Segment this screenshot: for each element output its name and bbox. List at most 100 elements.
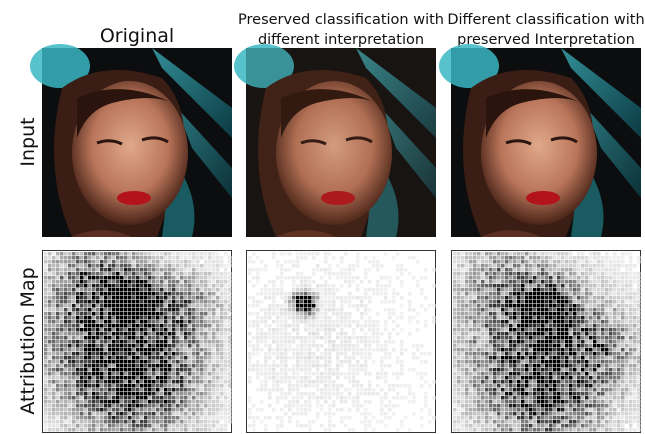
pixel xyxy=(505,268,509,272)
pixel xyxy=(112,312,116,316)
pixel xyxy=(481,352,485,356)
pixel xyxy=(280,284,284,288)
pixel xyxy=(252,352,256,356)
pixel xyxy=(116,408,120,412)
pixel xyxy=(108,420,112,424)
pixel xyxy=(264,384,268,388)
pixel xyxy=(160,348,164,352)
pixel xyxy=(537,388,541,392)
pixel xyxy=(176,332,180,336)
pixel xyxy=(148,360,152,364)
pixel xyxy=(569,280,573,284)
pixel xyxy=(80,408,84,412)
pixel xyxy=(96,308,100,312)
pixel xyxy=(136,324,140,328)
pixel xyxy=(148,368,152,372)
pixel xyxy=(100,264,104,268)
pixel xyxy=(168,416,172,420)
pixel xyxy=(104,272,108,276)
pixel xyxy=(88,380,92,384)
pixel xyxy=(80,392,84,396)
pixel xyxy=(513,352,517,356)
pixel xyxy=(52,276,56,280)
pixel xyxy=(597,384,601,388)
pixel xyxy=(212,300,216,304)
pixel xyxy=(392,388,396,392)
pixel xyxy=(529,380,533,384)
pixel xyxy=(116,328,120,332)
pixel xyxy=(276,424,280,428)
pixel xyxy=(160,316,164,320)
pixel xyxy=(332,308,336,312)
pixel xyxy=(541,376,545,380)
pixel xyxy=(557,388,561,392)
pixel xyxy=(212,272,216,276)
pixel xyxy=(360,280,364,284)
pixel xyxy=(328,364,332,368)
pixel xyxy=(68,296,72,300)
pixel xyxy=(108,412,112,416)
pixel xyxy=(100,380,104,384)
pixel xyxy=(340,384,344,388)
pixel xyxy=(292,384,296,388)
pixel xyxy=(160,404,164,408)
pixel xyxy=(356,276,360,280)
pixel xyxy=(220,304,224,308)
pixel xyxy=(625,360,629,364)
pixel xyxy=(296,316,300,320)
pixel xyxy=(108,356,112,360)
pixel xyxy=(621,352,625,356)
pixel xyxy=(513,368,517,372)
pixel xyxy=(537,264,541,268)
pixel xyxy=(192,364,196,368)
pixel xyxy=(228,336,232,340)
pixel xyxy=(280,312,284,316)
pixel xyxy=(561,324,565,328)
pixel xyxy=(585,340,589,344)
pixel xyxy=(637,284,641,288)
pixel xyxy=(196,336,200,340)
pixel xyxy=(384,292,388,296)
pixel xyxy=(264,268,268,272)
pixel xyxy=(152,392,156,396)
pixel xyxy=(92,300,96,304)
pixel xyxy=(136,428,140,432)
pixel xyxy=(292,280,296,284)
pixel xyxy=(252,284,256,288)
pixel xyxy=(164,304,168,308)
pixel xyxy=(136,288,140,292)
pixel xyxy=(172,376,176,380)
pixel xyxy=(204,420,208,424)
pixel xyxy=(280,340,284,344)
pixel xyxy=(453,372,457,376)
pixel xyxy=(344,352,348,356)
pixel xyxy=(188,360,192,364)
pixel xyxy=(412,400,416,404)
pixel xyxy=(148,288,152,292)
pixel xyxy=(577,324,581,328)
pixel xyxy=(573,300,577,304)
pixel xyxy=(92,416,96,420)
pixel xyxy=(565,304,569,308)
pixel xyxy=(120,316,124,320)
pixel xyxy=(84,376,88,380)
pixel xyxy=(84,400,88,404)
pixel xyxy=(400,312,404,316)
pixel xyxy=(112,424,116,428)
pixel xyxy=(216,340,220,344)
pixel xyxy=(124,268,128,272)
pixel xyxy=(76,360,80,364)
pixel xyxy=(164,408,168,412)
pixel xyxy=(597,296,601,300)
pixel xyxy=(124,420,128,424)
pixel xyxy=(344,296,348,300)
pixel xyxy=(168,412,172,416)
pixel xyxy=(276,372,280,376)
pixel xyxy=(621,316,625,320)
pixel xyxy=(400,424,404,428)
pixel xyxy=(184,372,188,376)
pixel xyxy=(565,276,569,280)
pixel xyxy=(252,348,256,352)
pixel xyxy=(48,372,52,376)
pixel xyxy=(573,384,577,388)
